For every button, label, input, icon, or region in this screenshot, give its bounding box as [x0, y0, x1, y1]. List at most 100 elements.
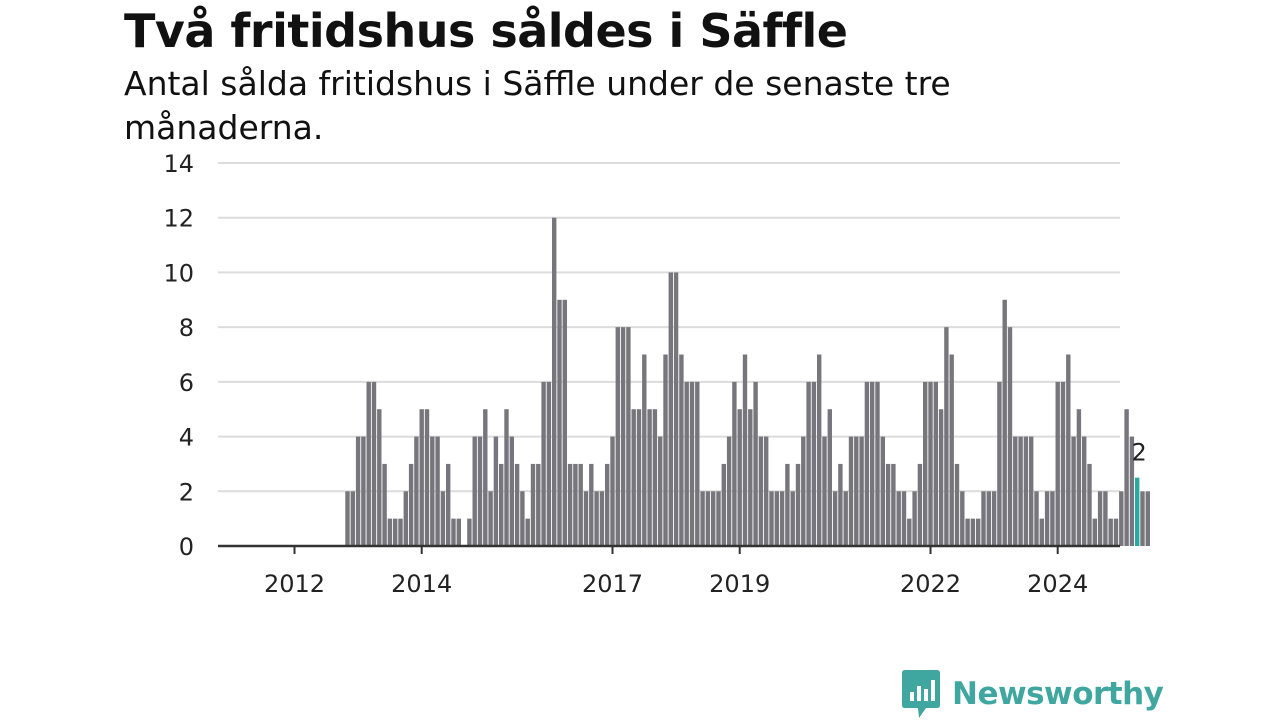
bar [1129, 436, 1135, 546]
y-tick-label: 8 [179, 314, 194, 342]
bar [578, 463, 583, 546]
bar [1092, 518, 1097, 546]
bar [525, 518, 530, 546]
bar [711, 491, 716, 546]
bar [721, 463, 726, 546]
bar [446, 463, 451, 546]
bar [477, 436, 483, 546]
axis-labels: 0 2 4 6 8 10 12 14 2 2012 2014 2017 2019 2022 2024 [163, 150, 1146, 598]
bar [848, 436, 854, 546]
bar [419, 409, 424, 546]
bar [891, 463, 896, 546]
bar [991, 491, 997, 546]
bar [896, 491, 901, 546]
bar [1029, 436, 1034, 546]
bar [944, 327, 949, 546]
bar [907, 518, 912, 546]
chart-subtitle: Antal sålda fritidshus i Säffle under de… [124, 64, 951, 147]
x-tick-label: 2014 [391, 570, 452, 598]
bar [499, 463, 504, 546]
bar [838, 463, 843, 546]
bar [647, 409, 652, 546]
bar [774, 491, 779, 546]
bar [742, 354, 748, 546]
bar [1076, 409, 1082, 546]
bar [997, 381, 1002, 546]
bar [1066, 354, 1071, 546]
bar [1013, 436, 1018, 546]
bar [642, 354, 647, 546]
bar [408, 463, 414, 546]
bar [785, 463, 790, 546]
bar [1108, 518, 1113, 546]
bar [689, 381, 695, 546]
bar [530, 463, 536, 546]
bar [552, 217, 557, 546]
x-tick-label: 2012 [264, 570, 325, 598]
bar [817, 354, 822, 546]
bar [732, 381, 737, 546]
bar [970, 518, 976, 546]
x-tick-label: 2024 [1027, 570, 1088, 598]
bar [663, 354, 668, 546]
bar [1087, 463, 1092, 546]
bar [753, 381, 758, 546]
bar [1018, 436, 1023, 546]
bar [403, 491, 408, 546]
y-tick-label: 14 [163, 150, 194, 178]
bar [764, 436, 769, 546]
y-tick-label: 10 [163, 259, 194, 287]
bar [414, 436, 419, 546]
bar [854, 436, 859, 546]
bar [493, 436, 499, 546]
bar [885, 463, 891, 546]
bar [1082, 436, 1087, 546]
bar [658, 436, 663, 546]
bar [923, 381, 928, 546]
bar [430, 436, 435, 546]
y-tick-label: 2 [179, 478, 194, 506]
y-tick-label: 0 [179, 533, 194, 561]
bar [620, 327, 626, 546]
bar [387, 518, 393, 546]
bar [483, 409, 488, 546]
bar [954, 463, 960, 546]
bar [976, 518, 981, 546]
bar [589, 463, 594, 546]
bar [790, 491, 795, 546]
bar [1023, 436, 1029, 546]
bar [965, 518, 970, 546]
bar [355, 436, 361, 546]
bar [366, 381, 371, 546]
bar [928, 381, 933, 546]
bar [371, 381, 377, 546]
bar [573, 463, 578, 546]
bar [822, 436, 827, 546]
bar [769, 491, 774, 546]
bar [673, 272, 679, 546]
bar [700, 491, 705, 546]
bar [557, 299, 562, 546]
bar [435, 436, 440, 546]
bar [488, 491, 493, 546]
bar [986, 491, 991, 546]
bar [801, 436, 806, 546]
bar [779, 491, 785, 546]
bar [345, 491, 350, 546]
bar [864, 381, 870, 546]
x-tick-label: 2019 [709, 570, 770, 598]
bar [960, 491, 965, 546]
bar [382, 463, 387, 546]
bar [567, 463, 573, 546]
bar [472, 436, 477, 546]
bar [832, 491, 838, 546]
bar [1119, 491, 1124, 546]
bar [938, 409, 944, 546]
newsworthy-logo: Newsworthy [900, 668, 1164, 720]
bar [605, 463, 610, 546]
bar [610, 436, 615, 546]
bar [562, 299, 567, 546]
bar [901, 491, 907, 546]
chart-title: Två fritidshus såldes i Säffle [124, 4, 848, 58]
